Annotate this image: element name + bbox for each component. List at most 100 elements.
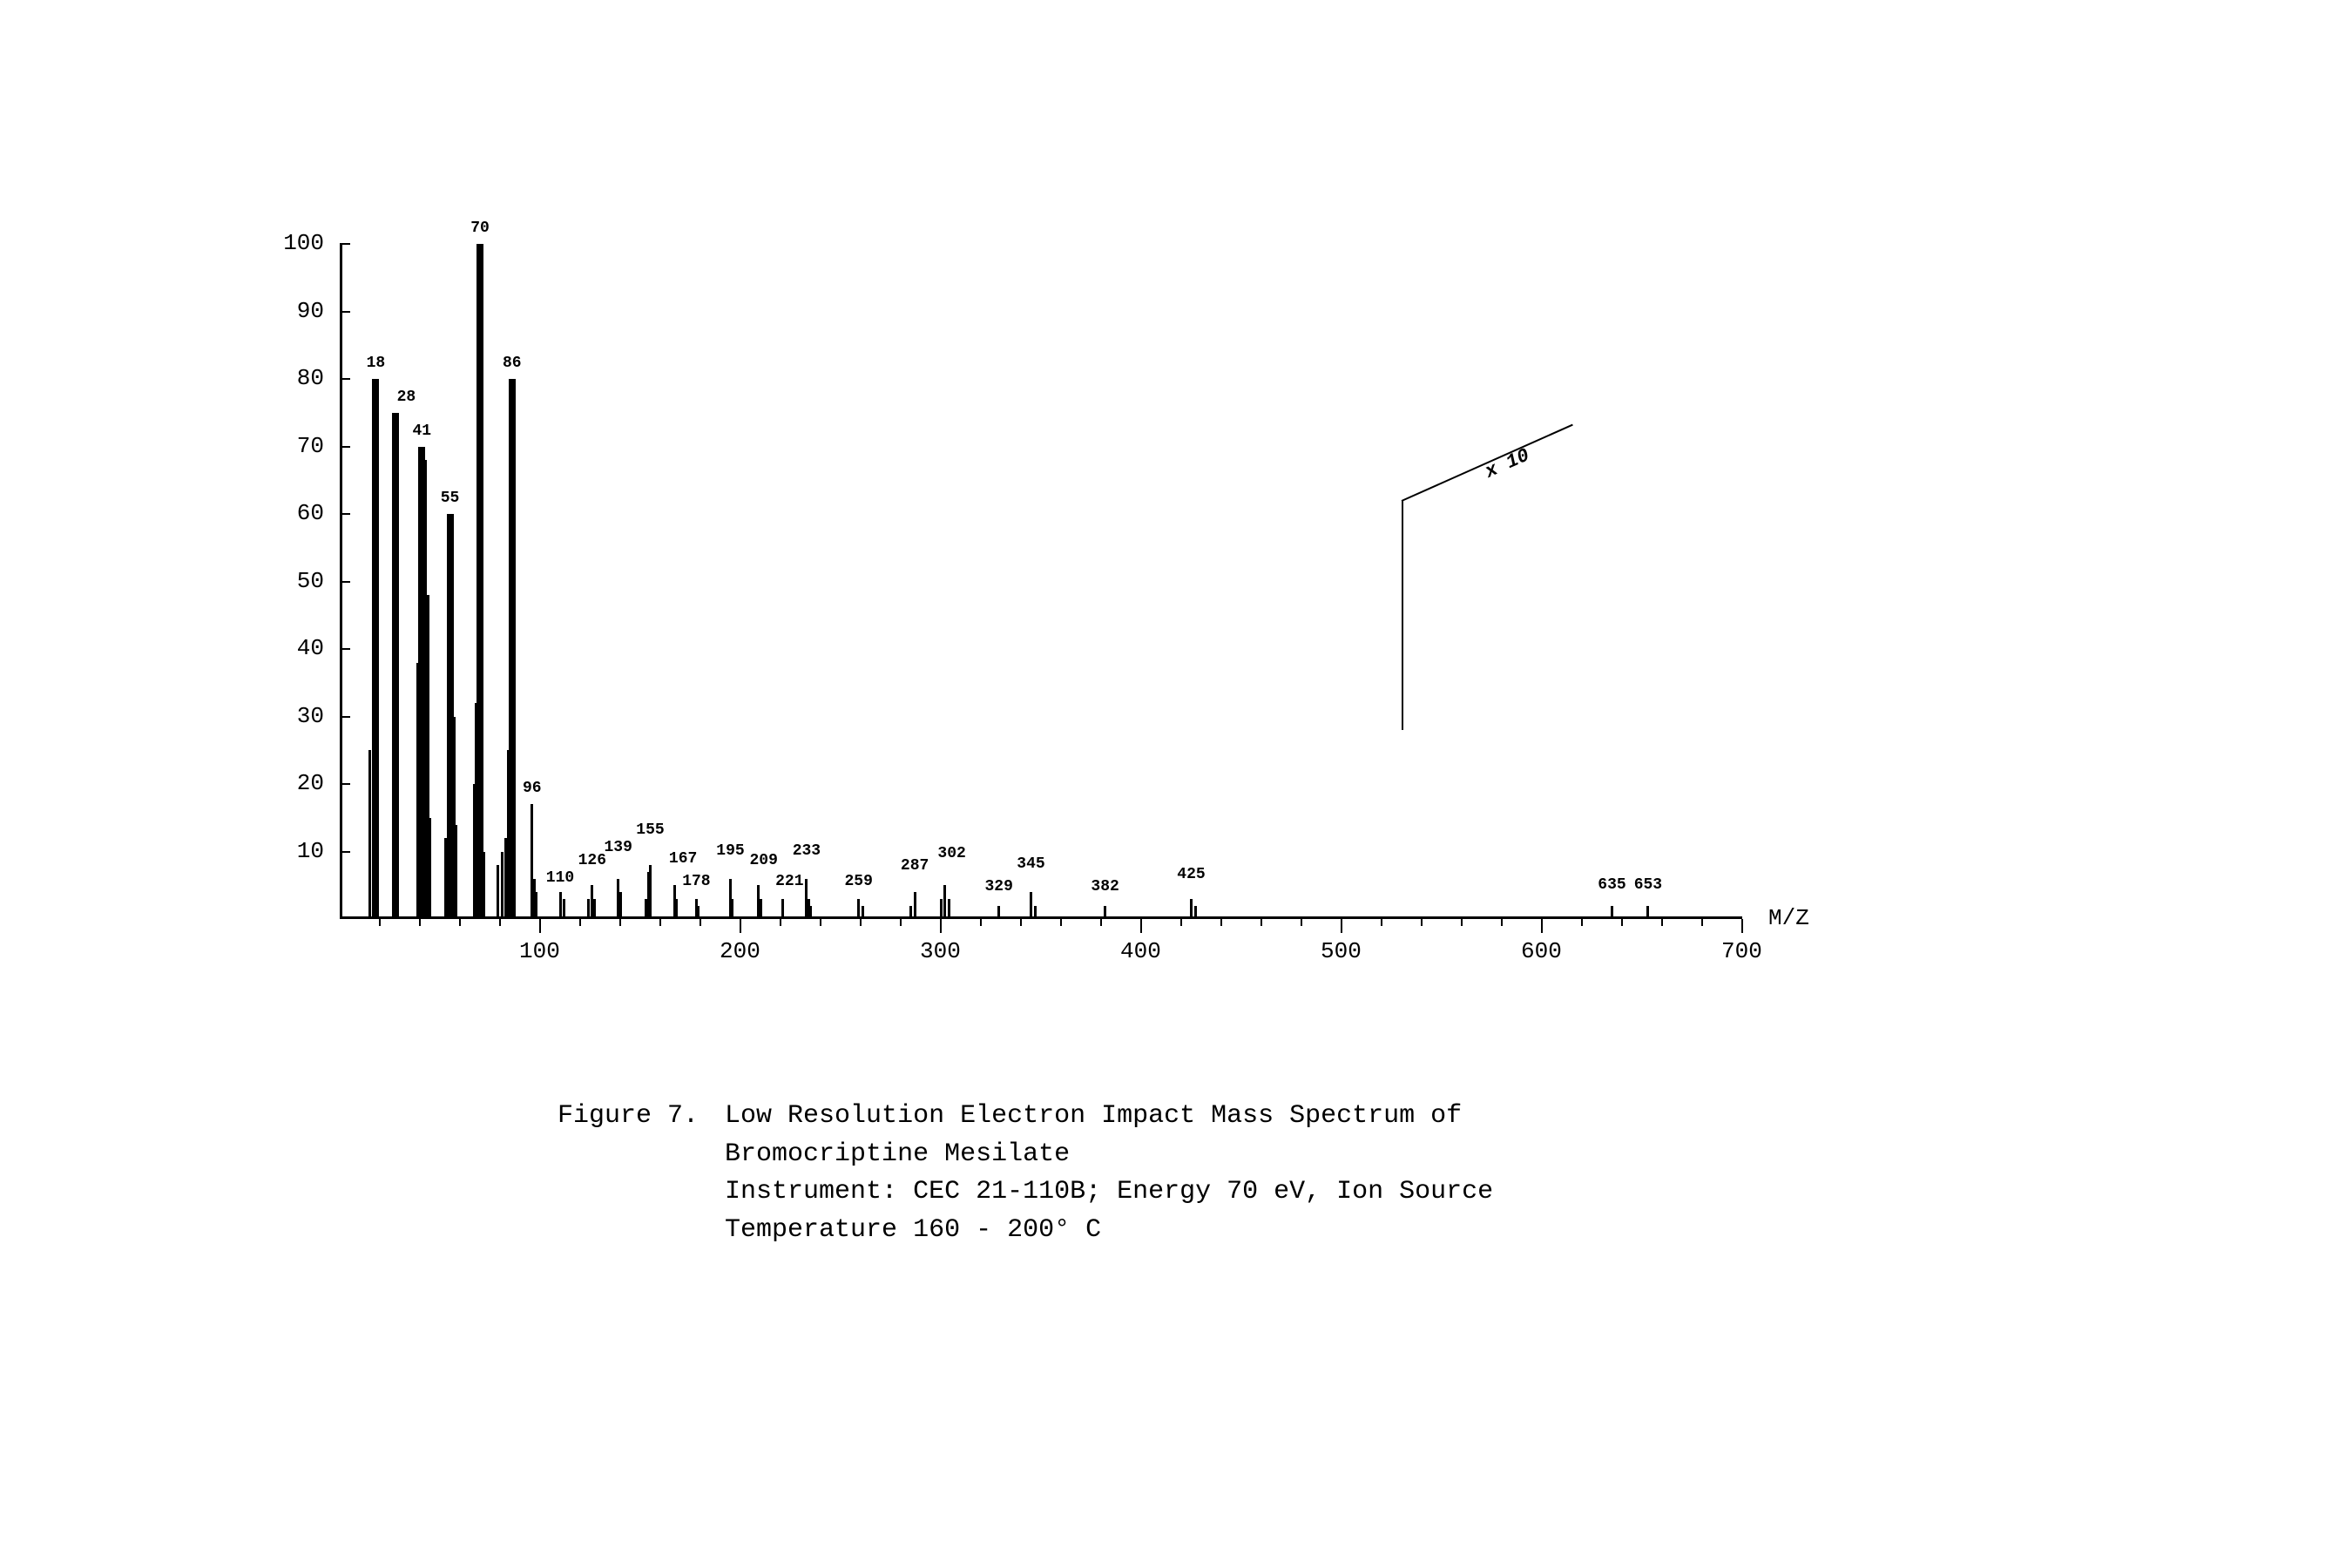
y-tick-label: 30 [297,703,324,729]
x-tick-minor [780,919,781,926]
x-tick-minor [1621,919,1623,926]
y-tick [340,648,350,650]
x-tick-major [1341,919,1342,933]
x-tick-major [940,919,942,933]
peak-label: 302 [937,845,965,862]
x-axis-title: M/Z [1768,905,1809,931]
peak-label: 221 [775,873,803,890]
x-tick-major [740,919,741,933]
y-tick [340,243,350,245]
y-tick-label: 20 [297,770,324,796]
x-tick-label: 100 [519,938,560,964]
x-tick-minor [1220,919,1222,926]
spectrum-peak [1034,906,1037,920]
peak-label: 653 [1634,876,1662,894]
x-tick-minor [1421,919,1423,926]
peak-label: 635 [1598,876,1625,894]
spectrum-peak [368,750,371,919]
spectrum-peak [781,899,784,919]
y-tick-label: 70 [297,433,324,459]
peak-label: 155 [636,821,664,839]
x-axis [340,916,1742,919]
spectrum-peak [809,906,812,920]
x-tick-minor [1260,919,1262,926]
spectrum-peak [760,899,762,919]
peak-label: 139 [604,839,632,856]
x-tick-label: 500 [1321,938,1362,964]
x-tick-minor [700,919,701,926]
spectrum-peak [513,838,516,919]
y-tick-label: 90 [297,298,324,324]
spectrum-peak [857,899,860,919]
peak-label: 41 [412,422,431,440]
peak-label: 425 [1177,866,1205,883]
x-tick-major [539,919,541,933]
peak-label: 233 [793,842,821,860]
x-tick-minor [1701,919,1703,926]
spectrum-peak [619,892,622,919]
y-tick [340,783,350,785]
spectrum-peak [1190,899,1193,919]
spectrum-peak [559,892,562,919]
spectrum-peak [914,892,916,919]
spectrum-peak [1646,906,1649,920]
y-tick-label: 80 [297,365,324,391]
peak-label: 86 [503,355,522,372]
y-tick-label: 100 [283,230,324,256]
peak-label: 55 [441,490,460,507]
x-tick-minor [900,919,902,926]
spectrum-peak [429,818,431,919]
page: 1020304050607080901001002003004005006007… [0,0,2352,1568]
spectrum-peak [396,582,399,920]
peak-label: 28 [397,389,416,406]
spectrum-peak [593,899,596,919]
y-tick-label: 40 [297,635,324,661]
y-tick [340,446,350,448]
peak-label: 18 [367,355,386,372]
spectrum-peak [940,899,943,919]
peak-label: 96 [523,780,542,797]
y-tick [340,378,350,380]
spectrum-peak [862,906,864,920]
x-tick-minor [980,919,982,926]
spectrum-peak [455,825,457,920]
spectrum-peak [731,899,733,919]
peak-label: 195 [716,842,744,860]
x-tick-major [1541,919,1543,933]
spectrum-peak [372,379,379,919]
peak-label: 329 [984,878,1012,896]
x-tick-minor [1020,919,1022,926]
x-tick-minor [1501,919,1503,926]
peak-label: 345 [1017,855,1044,873]
figure-number: Figure 7. [558,1098,725,1249]
x-tick-minor [659,919,661,926]
x-tick-minor [1581,919,1583,926]
peak-label: 167 [669,850,697,868]
figure-caption-body: Low Resolution Electron Impact Mass Spec… [725,1098,1493,1249]
y-tick [340,513,350,515]
x-tick-major [1741,919,1743,933]
spectrum-peak [675,899,678,919]
spectrum-peak [497,865,499,919]
x-tick-label: 700 [1721,938,1762,964]
y-tick [340,311,350,313]
x10-marker-vline [1402,501,1403,731]
peak-label: 110 [546,869,574,887]
spectrum-peak [997,906,1000,920]
x-tick-label: 400 [1120,938,1161,964]
x-tick-minor [860,919,862,926]
peak-label: 287 [901,857,929,875]
x-tick-minor [1180,919,1182,926]
y-tick [340,581,350,583]
x-tick-minor [619,919,621,926]
spectrum-peak [1194,906,1197,920]
x-tick-label: 200 [720,938,760,964]
y-tick [340,851,350,853]
peak-label: 259 [844,873,872,890]
x-tick-minor [459,919,461,926]
x-tick-minor [1301,919,1302,926]
spectrum-peak [1030,892,1032,919]
spectrum-peak [563,899,565,919]
y-tick-label: 10 [297,838,324,864]
y-tick-label: 60 [297,500,324,526]
